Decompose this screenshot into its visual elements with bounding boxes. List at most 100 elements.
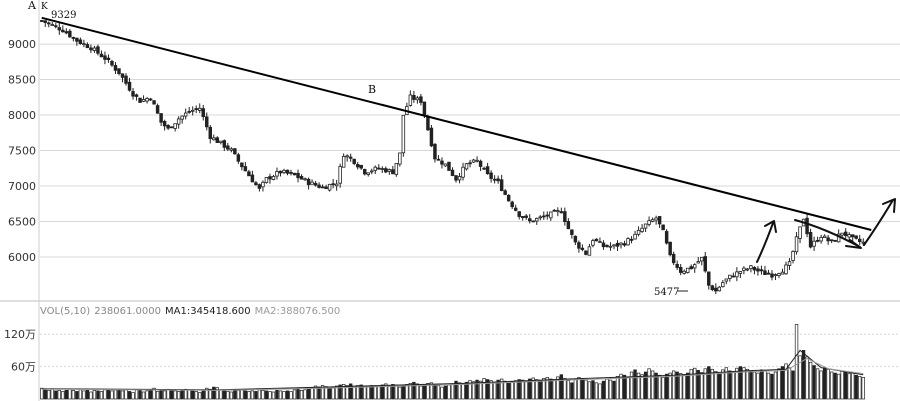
- candle: [619, 242, 623, 249]
- volume-bar: [503, 380, 507, 400]
- volume-bar: [391, 384, 395, 400]
- volume-bar: [405, 384, 409, 400]
- volume-bar: [457, 382, 462, 400]
- volume-bar: [173, 390, 177, 400]
- candle: [752, 266, 757, 275]
- volume-bar: [559, 374, 564, 400]
- candle: [661, 224, 665, 231]
- volume-bar: [148, 388, 153, 400]
- candle: [212, 134, 216, 141]
- candle: [822, 234, 827, 238]
- volume-bar: [836, 373, 841, 400]
- candle: [264, 176, 269, 184]
- candle: [40, 19, 44, 22]
- volume-bar: [271, 391, 276, 400]
- candle: [78, 37, 83, 45]
- volume-bar: [426, 382, 430, 400]
- volume-bar: [155, 391, 160, 400]
- arrow-down-head: [845, 239, 862, 249]
- candle: [671, 251, 676, 266]
- candle: [703, 252, 707, 273]
- volume-bar: [514, 380, 518, 400]
- volume-bar: [401, 385, 406, 400]
- volume-bar: [359, 384, 363, 400]
- volume-bar: [808, 361, 813, 400]
- candle: [415, 95, 420, 104]
- price-axis-ticks: 6000 6500 7000 7500 8000 8500 9000: [8, 38, 36, 264]
- candle: [408, 90, 413, 107]
- candle: [113, 62, 118, 74]
- volume-bar: [496, 379, 500, 400]
- volume-bar: [601, 380, 606, 400]
- candle: [257, 183, 262, 192]
- candle: [650, 217, 655, 223]
- candle: [155, 103, 160, 114]
- label-high: 9329: [51, 10, 76, 21]
- candle: [303, 177, 307, 181]
- volume-bar: [787, 367, 792, 400]
- candle: [721, 280, 725, 288]
- volume-bar: [464, 381, 469, 400]
- arrow-up-1-head: [764, 220, 777, 233]
- candle: [513, 204, 518, 212]
- volume-bar: [317, 386, 321, 400]
- candle: [636, 226, 641, 237]
- candle: [99, 50, 104, 58]
- volume-bar: [236, 390, 241, 400]
- candle: [247, 169, 251, 177]
- candle: [433, 143, 437, 163]
- volume-bar: [169, 390, 174, 400]
- volume-bar: [422, 384, 427, 400]
- candle: [858, 234, 862, 246]
- volume-bar: [99, 391, 104, 400]
- candle: [313, 180, 318, 187]
- volume-bar: [212, 386, 216, 400]
- volume-bar: [292, 389, 297, 400]
- candle: [254, 181, 258, 186]
- candle: [794, 232, 799, 255]
- volume-bar: [180, 390, 184, 400]
- volume-bar: [475, 379, 479, 400]
- candle: [166, 124, 170, 130]
- candle: [384, 166, 388, 174]
- candle: [773, 273, 778, 281]
- candle: [756, 266, 760, 276]
- volume-bar: [829, 371, 834, 400]
- volume-bar: [243, 390, 248, 400]
- volume-bar: [735, 367, 739, 400]
- volume-bar: [226, 391, 230, 400]
- candle: [787, 258, 792, 270]
- volume-bar: [454, 380, 458, 400]
- volume-bar: [643, 371, 648, 400]
- candle: [64, 28, 69, 35]
- volume-bar: [584, 379, 588, 400]
- candle: [766, 269, 771, 275]
- candle: [341, 153, 346, 168]
- volume-bar: [791, 370, 795, 400]
- candle: [208, 124, 213, 144]
- price-tick-label: 7000: [8, 180, 36, 193]
- volume-bar: [485, 379, 490, 400]
- candle: [728, 274, 732, 282]
- candle: [696, 257, 700, 264]
- candle: [710, 284, 715, 292]
- volume-bar: [742, 367, 746, 400]
- volume-bar: [398, 386, 402, 400]
- volume-bar: [373, 385, 377, 400]
- volume-bar: [380, 384, 384, 400]
- candle: [54, 22, 58, 29]
- candle: [608, 242, 613, 251]
- candle: [85, 42, 90, 49]
- volume-bar: [535, 379, 539, 400]
- volume-bar: [352, 385, 356, 400]
- price-tick-label: 6500: [8, 215, 36, 228]
- candle: [233, 148, 237, 155]
- candle: [633, 230, 637, 240]
- candle: [82, 39, 86, 48]
- volume-bar: [671, 370, 676, 400]
- volume-bar: [847, 373, 851, 400]
- candle: [742, 266, 746, 275]
- volume-bar: [707, 366, 711, 400]
- volume-bar: [461, 383, 465, 400]
